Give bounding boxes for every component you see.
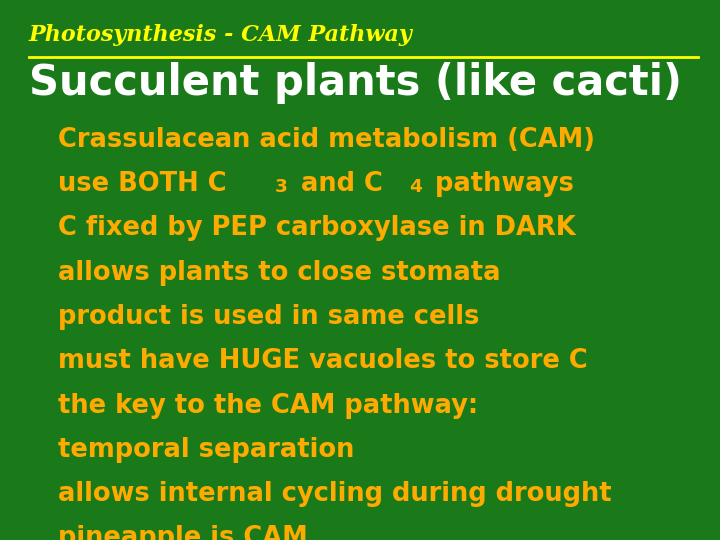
Text: Succulent plants (like cacti): Succulent plants (like cacti) — [29, 62, 682, 104]
Text: pineapple is CAM: pineapple is CAM — [58, 525, 307, 540]
Text: allows plants to close stomata: allows plants to close stomata — [58, 260, 500, 286]
Text: Crassulacean acid metabolism (CAM): Crassulacean acid metabolism (CAM) — [58, 127, 595, 153]
Text: and C: and C — [292, 171, 382, 197]
Text: must have HUGE vacuoles to store C: must have HUGE vacuoles to store C — [58, 348, 588, 374]
Text: C fixed by PEP carboxylase in DARK: C fixed by PEP carboxylase in DARK — [58, 215, 575, 241]
Text: the key to the CAM pathway:: the key to the CAM pathway: — [58, 393, 478, 418]
Text: use BOTH C: use BOTH C — [58, 171, 226, 197]
Text: product is used in same cells: product is used in same cells — [58, 304, 479, 330]
Text: 4: 4 — [409, 178, 422, 195]
Text: temporal separation: temporal separation — [58, 437, 354, 463]
Text: pathways: pathways — [426, 171, 574, 197]
Text: allows internal cycling during drought: allows internal cycling during drought — [58, 481, 611, 507]
Text: Photosynthesis - CAM Pathway: Photosynthesis - CAM Pathway — [29, 24, 413, 46]
Text: 3: 3 — [275, 178, 288, 195]
